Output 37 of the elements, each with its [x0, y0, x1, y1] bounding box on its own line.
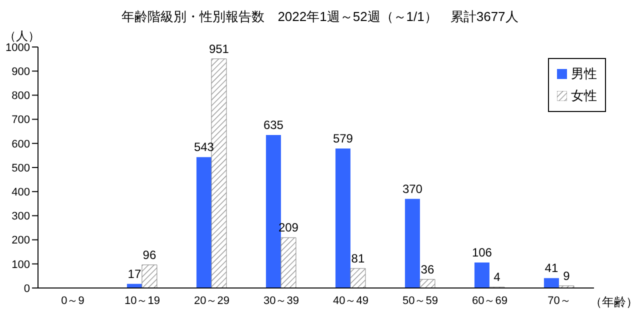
y-tick-label: 900 [12, 66, 30, 78]
y-tick-label: 800 [12, 90, 30, 102]
data-label: 543 [194, 140, 214, 154]
data-label: 96 [142, 248, 156, 262]
data-label: 81 [351, 251, 365, 266]
data-label: 635 [263, 118, 284, 132]
data-label: 36 [420, 262, 434, 276]
y-tick-label: 1000 [6, 42, 30, 54]
data-label: 41 [544, 261, 558, 276]
y-tick-label: 0 [24, 282, 30, 295]
y-tick-label: 500 [12, 162, 30, 174]
data-label: 106 [472, 245, 492, 260]
y-tick-label: 400 [12, 186, 30, 199]
data-label: 9 [563, 268, 570, 283]
x-tick-label: 30～39 [264, 294, 299, 307]
x-tick-label: 60～69 [472, 294, 508, 307]
data-label: 370 [402, 182, 423, 196]
x-tick-label: 0～9 [61, 294, 84, 307]
data-label: 579 [332, 131, 354, 146]
x-axis-title: （年齢） [590, 294, 638, 311]
data-label: 951 [208, 42, 230, 56]
data-label: 17 [128, 266, 142, 281]
y-tick-label: 100 [12, 258, 30, 271]
chart-title: 年齢階級別・性別報告数 2022年1週～52週（～1/1） 累計3677人 [120, 8, 520, 26]
y-axis-title: （人） [4, 28, 40, 43]
y-tick-label: 600 [12, 138, 30, 150]
legend-label: 女性 [571, 87, 597, 105]
x-tick-label: 70～ [548, 294, 571, 307]
x-tick-label: 20～29 [194, 294, 230, 307]
y-tick-label: 200 [12, 234, 30, 247]
y-tick-label: 700 [12, 114, 30, 126]
x-tick-label: 50～59 [402, 294, 438, 307]
y-tick-label: 300 [12, 210, 30, 223]
x-tick-label: 10～19 [124, 294, 160, 307]
x-tick-label: 40～49 [333, 294, 368, 307]
data-label: 4 [494, 270, 501, 284]
legend-label: 男性 [571, 65, 597, 83]
